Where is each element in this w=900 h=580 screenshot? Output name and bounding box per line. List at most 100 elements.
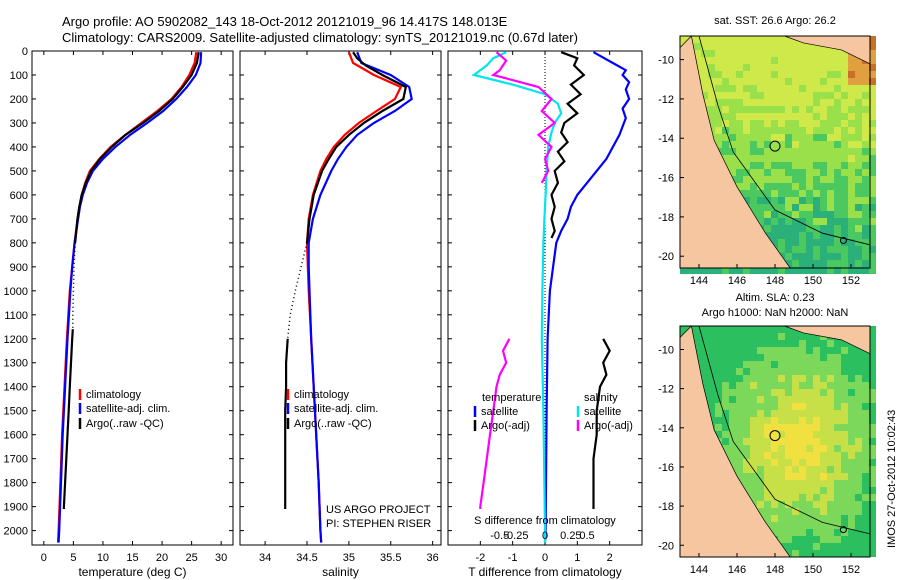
sst-map-cell xyxy=(862,218,869,225)
sla-map-cell xyxy=(778,389,785,396)
sla-map-cell xyxy=(736,466,743,473)
sla-map-cell xyxy=(834,431,841,438)
sla-map-cell xyxy=(806,389,813,396)
sst-map-cell xyxy=(799,57,806,64)
sst-map-cell xyxy=(792,106,799,113)
sst-map-cell xyxy=(694,36,701,43)
sst-map-cell xyxy=(785,232,792,239)
sla-map-cell xyxy=(813,396,820,403)
sla-map-cell xyxy=(778,522,785,529)
sst-map-cell xyxy=(722,113,729,120)
sst-map-cell xyxy=(757,183,764,190)
sst-map-cell xyxy=(820,239,827,246)
sst-map-cell xyxy=(820,99,827,106)
sst-map-cell xyxy=(778,155,785,162)
sst-map-cell xyxy=(757,176,764,183)
sst-map-cell xyxy=(729,64,736,71)
sla-map-cell xyxy=(820,494,827,501)
depth-tick-label: 1500 xyxy=(4,406,28,418)
sst-map-cell xyxy=(757,204,764,211)
sla-map-cell xyxy=(785,431,792,438)
sst-map-cell xyxy=(813,267,820,274)
sst-map-cell xyxy=(743,36,750,43)
sst-map-cell xyxy=(855,92,862,99)
sla-map-cell xyxy=(750,438,757,445)
sst-map-cell xyxy=(799,225,806,232)
sst-map-cell xyxy=(729,106,736,113)
sst-map-cell xyxy=(792,141,799,148)
sst-map-cell xyxy=(806,71,813,78)
sst-map-cell xyxy=(820,127,827,134)
sla-map-cell xyxy=(834,508,841,515)
sst-map-cell xyxy=(799,239,806,246)
sla-map-cell xyxy=(792,473,799,480)
sst-map-cell xyxy=(841,141,848,148)
sla-map-cell xyxy=(778,417,785,424)
sst-map-cell xyxy=(820,120,827,127)
sst-map-cell xyxy=(715,99,722,106)
sla-map-cell xyxy=(869,326,876,333)
sst-map-cell xyxy=(778,99,785,106)
diff-legend-label: satellite xyxy=(584,406,621,418)
sla-map-cell xyxy=(785,466,792,473)
sst-map-cell xyxy=(834,64,841,71)
sla-map-cell xyxy=(785,459,792,466)
sla-map-cell xyxy=(792,424,799,431)
sla-map-cell xyxy=(743,459,750,466)
sst-map-cell xyxy=(848,106,855,113)
sla-map-cell xyxy=(722,354,729,361)
sst-map-cell xyxy=(701,50,708,57)
sla-map-xtick-label: 144 xyxy=(690,564,708,576)
sst-map-cell xyxy=(820,134,827,141)
sst-map-cell xyxy=(722,99,729,106)
sla-map-cell xyxy=(785,543,792,550)
sla-map-cell xyxy=(764,389,771,396)
sla-map-cell xyxy=(862,396,869,403)
sst-map-cell xyxy=(701,43,708,50)
sst-map-cell xyxy=(729,120,736,127)
sla-map-cell xyxy=(792,494,799,501)
sst-map-cell xyxy=(757,169,764,176)
sla-map-cell xyxy=(750,424,757,431)
sst-map-cell xyxy=(757,36,764,43)
sst-map-cell xyxy=(757,211,764,218)
sst-map-cell xyxy=(848,64,855,71)
sla-map-cell xyxy=(834,487,841,494)
sst-map-cell xyxy=(785,141,792,148)
sla-map-cell xyxy=(750,473,757,480)
sla-map-cell xyxy=(792,480,799,487)
sst-map-cell xyxy=(869,36,876,43)
sla-map-cell xyxy=(855,403,862,410)
temperature-legend-label: Argo(..raw -QC) xyxy=(86,418,164,430)
sst-map-cell xyxy=(750,169,757,176)
sla-map-cell xyxy=(799,347,806,354)
sst-map-cell xyxy=(771,190,778,197)
sst-map-cell xyxy=(743,148,750,155)
sla-map-cell xyxy=(869,529,876,536)
salinity-series xyxy=(286,242,308,339)
sla-map-cell xyxy=(694,333,701,340)
sla-map-cell xyxy=(778,508,785,515)
sst-map-cell xyxy=(820,204,827,211)
sla-map-cell xyxy=(799,417,806,424)
sla-map-cell xyxy=(841,347,848,354)
sst-map-cell xyxy=(778,169,785,176)
sst-map-cell xyxy=(869,197,876,204)
sst-map-cell xyxy=(862,162,869,169)
sla-map-cell xyxy=(729,410,736,417)
sla-map-cell xyxy=(764,452,771,459)
sst-map-cell xyxy=(785,71,792,78)
sla-map-cell xyxy=(778,494,785,501)
sla-map-cell xyxy=(827,543,834,550)
sst-map-cell xyxy=(841,106,848,113)
sla-map-cell xyxy=(820,410,827,417)
depth-tick-label: 1100 xyxy=(4,310,28,322)
sst-map-cell xyxy=(813,218,820,225)
sla-map-cell xyxy=(841,340,848,347)
sla-map-cell xyxy=(715,417,722,424)
sla-map-cell xyxy=(827,501,834,508)
sla-map-cell xyxy=(841,410,848,417)
sla-map-cell xyxy=(855,501,862,508)
sla-map-cell xyxy=(813,340,820,347)
sla-map-cell xyxy=(792,361,799,368)
